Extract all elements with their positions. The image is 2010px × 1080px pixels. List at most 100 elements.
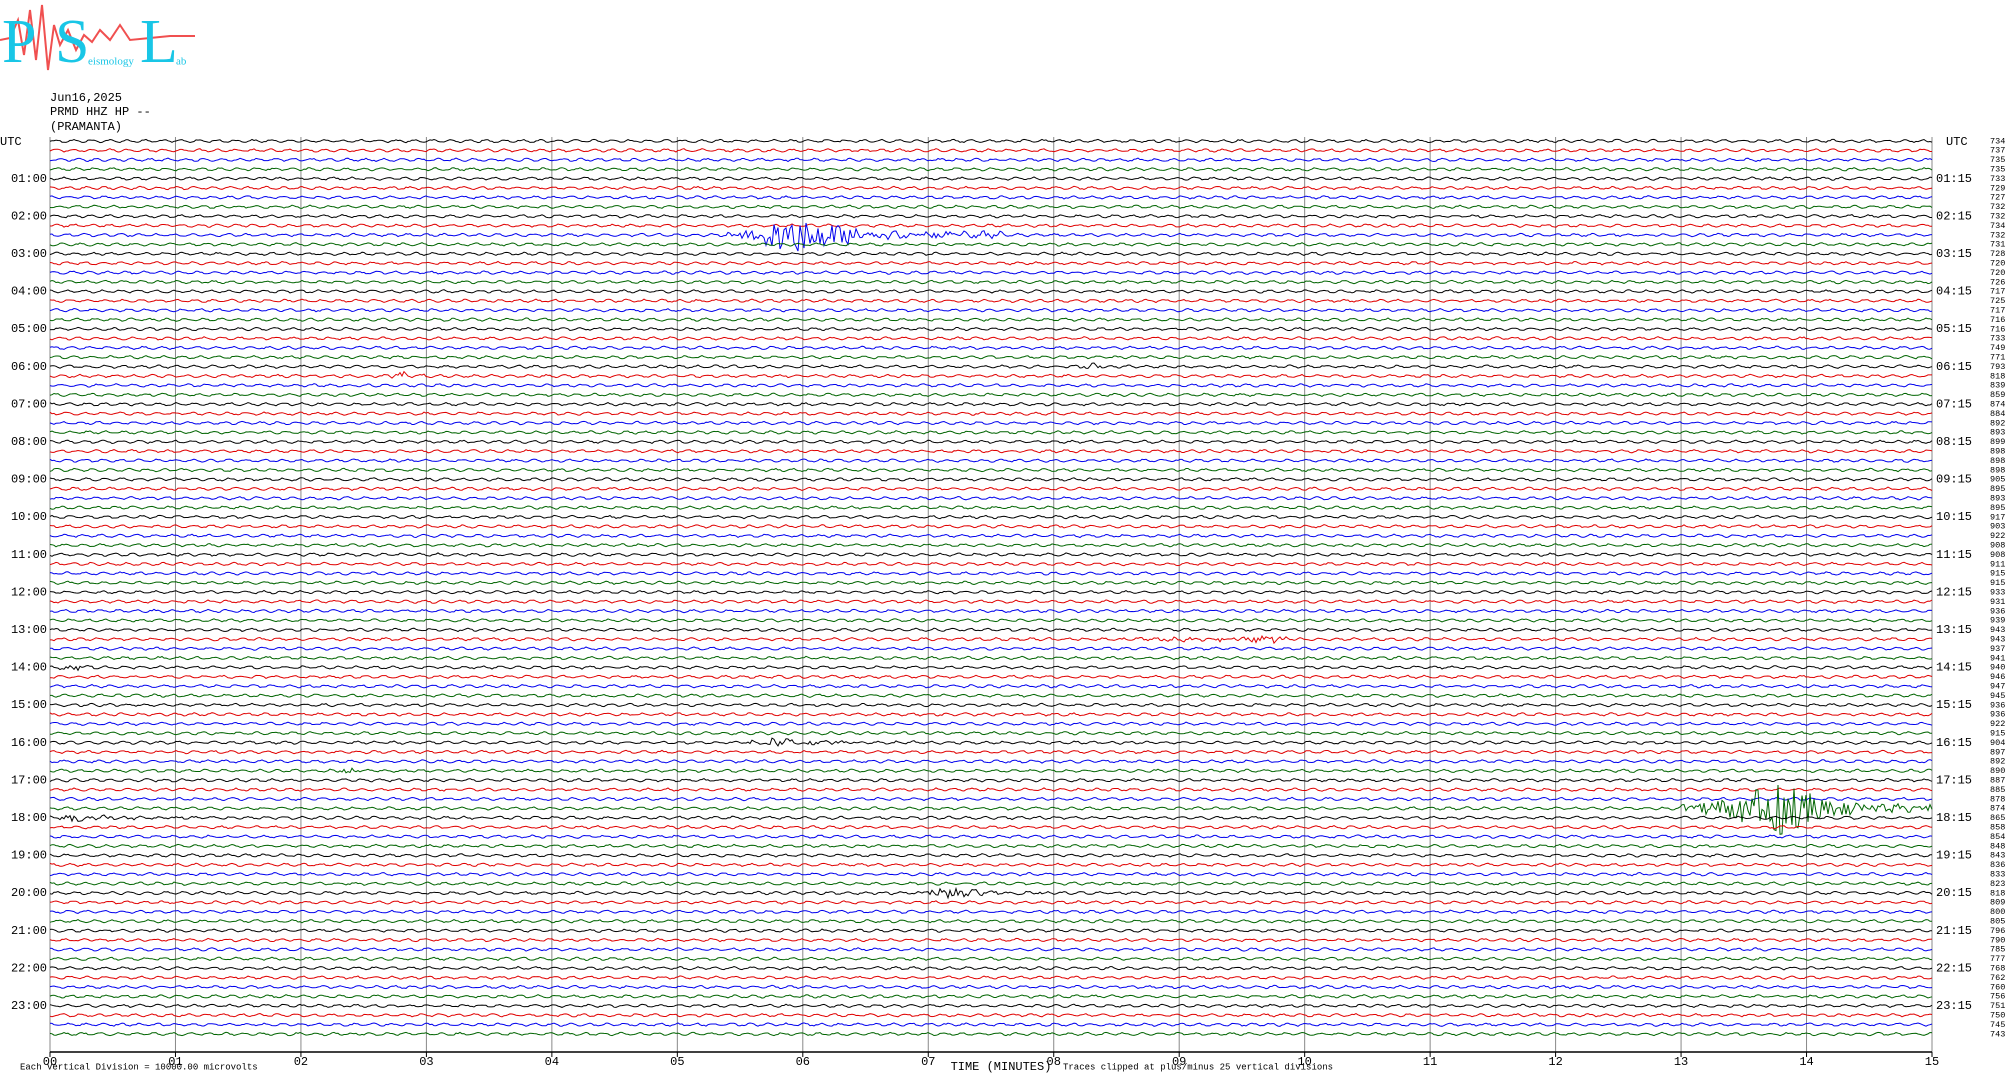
row-mean-label: 895 xyxy=(1990,503,2005,513)
row-mean-label: 734 xyxy=(1990,136,2005,146)
row-mean-label: 943 xyxy=(1990,634,2005,644)
row-mean-label: 936 xyxy=(1990,606,2005,616)
row-mean-label: 745 xyxy=(1990,1020,2005,1030)
row-mean-label: 887 xyxy=(1990,775,2005,785)
trace xyxy=(49,683,1933,689)
trace xyxy=(49,580,1933,586)
minute-label: 11 xyxy=(1423,1055,1437,1069)
trace xyxy=(49,721,1933,727)
trace xyxy=(49,411,1933,416)
hour-label: 11:15 xyxy=(1936,548,1972,562)
hour-label: 05:15 xyxy=(1936,322,1972,336)
trace xyxy=(49,514,1933,520)
trace xyxy=(49,505,1933,510)
row-mean-label: 785 xyxy=(1990,945,2005,955)
trace xyxy=(49,195,1933,200)
row-mean-label: 839 xyxy=(1990,381,2005,391)
hour-label: 21:00 xyxy=(11,924,47,938)
row-mean-label: 836 xyxy=(1990,860,2005,870)
hour-label: 04:00 xyxy=(11,285,47,299)
row-mean-label: 796 xyxy=(1990,926,2005,936)
minute-label: 02 xyxy=(294,1055,308,1069)
hour-label: 13:00 xyxy=(11,623,47,637)
row-mean-label: 733 xyxy=(1990,174,2005,184)
minute-label: 06 xyxy=(796,1055,810,1069)
hour-label: 09:00 xyxy=(11,473,47,487)
scale-note: Each Vertical Division = 10000.00 microv… xyxy=(20,1062,258,1072)
row-mean-label: 899 xyxy=(1990,437,2005,447)
trace xyxy=(50,730,1933,736)
date: Jun16,2025 xyxy=(50,91,122,105)
row-mean-label: 717 xyxy=(1990,287,2005,297)
hour-label: 16:15 xyxy=(1936,736,1972,750)
trace xyxy=(49,270,1933,275)
trace xyxy=(49,975,1933,980)
trace xyxy=(49,214,1932,219)
row-mean-label: 878 xyxy=(1990,794,2005,804)
trace xyxy=(49,392,1933,398)
logo-letter: S xyxy=(55,8,89,76)
trace xyxy=(50,223,1932,228)
row-mean-label: 777 xyxy=(1990,954,2005,964)
row-mean-label: 727 xyxy=(1990,193,2005,203)
trace xyxy=(49,354,1933,360)
hour-label: 14:15 xyxy=(1936,661,1972,675)
utc-label: UTC xyxy=(1946,135,1968,149)
trace xyxy=(49,524,1933,529)
row-mean-label: 733 xyxy=(1990,334,2005,344)
trace xyxy=(49,984,1933,990)
trace xyxy=(49,439,1933,445)
row-mean-label: 809 xyxy=(1990,898,2005,908)
trace xyxy=(49,307,1933,313)
row-mean-label: 915 xyxy=(1990,728,2005,738)
minute-label: 03 xyxy=(419,1055,433,1069)
trace xyxy=(49,947,1933,952)
row-mean-label: 732 xyxy=(1990,202,2005,212)
row-mean-label: 790 xyxy=(1990,935,2005,945)
row-mean-label: 735 xyxy=(1990,164,2005,174)
hour-label: 03:15 xyxy=(1936,247,1972,261)
hour-label: 18:15 xyxy=(1936,811,1972,825)
trace xyxy=(49,1022,1933,1027)
hour-label: 19:00 xyxy=(11,849,47,863)
trace xyxy=(49,336,1933,341)
row-mean-label: 720 xyxy=(1990,268,2005,278)
row-mean-label: 884 xyxy=(1990,409,2005,419)
row-mean-label: 897 xyxy=(1990,747,2005,757)
hour-label: 23:15 xyxy=(1936,999,1972,1013)
hour-label: 05:00 xyxy=(11,322,47,336)
trace xyxy=(49,1031,1933,1037)
hour-label: 11:00 xyxy=(11,548,47,562)
trace xyxy=(49,486,1933,492)
trace xyxy=(50,635,1933,645)
row-mean-label: 716 xyxy=(1990,324,2005,334)
trace xyxy=(49,994,1933,999)
hour-label: 12:00 xyxy=(11,585,47,599)
row-mean-label: 859 xyxy=(1990,390,2005,400)
trace xyxy=(49,589,1933,595)
trace xyxy=(49,448,1933,454)
row-mean-label: 725 xyxy=(1990,296,2005,306)
row-mean-label: 732 xyxy=(1990,230,2005,240)
trace xyxy=(49,900,1933,905)
trace xyxy=(49,824,1933,830)
trace xyxy=(49,495,1933,501)
hour-label: 07:15 xyxy=(1936,397,1972,411)
row-mean-label: 720 xyxy=(1990,258,2005,268)
row-mean-label: 726 xyxy=(1990,277,2005,287)
minute-label: 01 xyxy=(168,1055,182,1069)
minute-label: 13 xyxy=(1674,1055,1688,1069)
trace xyxy=(49,608,1933,614)
hour-label: 01:15 xyxy=(1936,172,1972,186)
trace xyxy=(49,383,1933,388)
trace xyxy=(49,185,1933,191)
hour-label: 13:15 xyxy=(1936,623,1972,637)
row-mean-label: 931 xyxy=(1990,597,2005,607)
row-mean-label: 743 xyxy=(1990,1029,2005,1039)
row-mean-label: 771 xyxy=(1990,352,2005,362)
row-mean-label: 734 xyxy=(1990,221,2005,231)
row-mean-label: 751 xyxy=(1990,1001,2005,1011)
minute-label: 09 xyxy=(1172,1055,1186,1069)
hour-label: 06:15 xyxy=(1936,360,1972,374)
row-mean-label: 922 xyxy=(1990,531,2005,541)
